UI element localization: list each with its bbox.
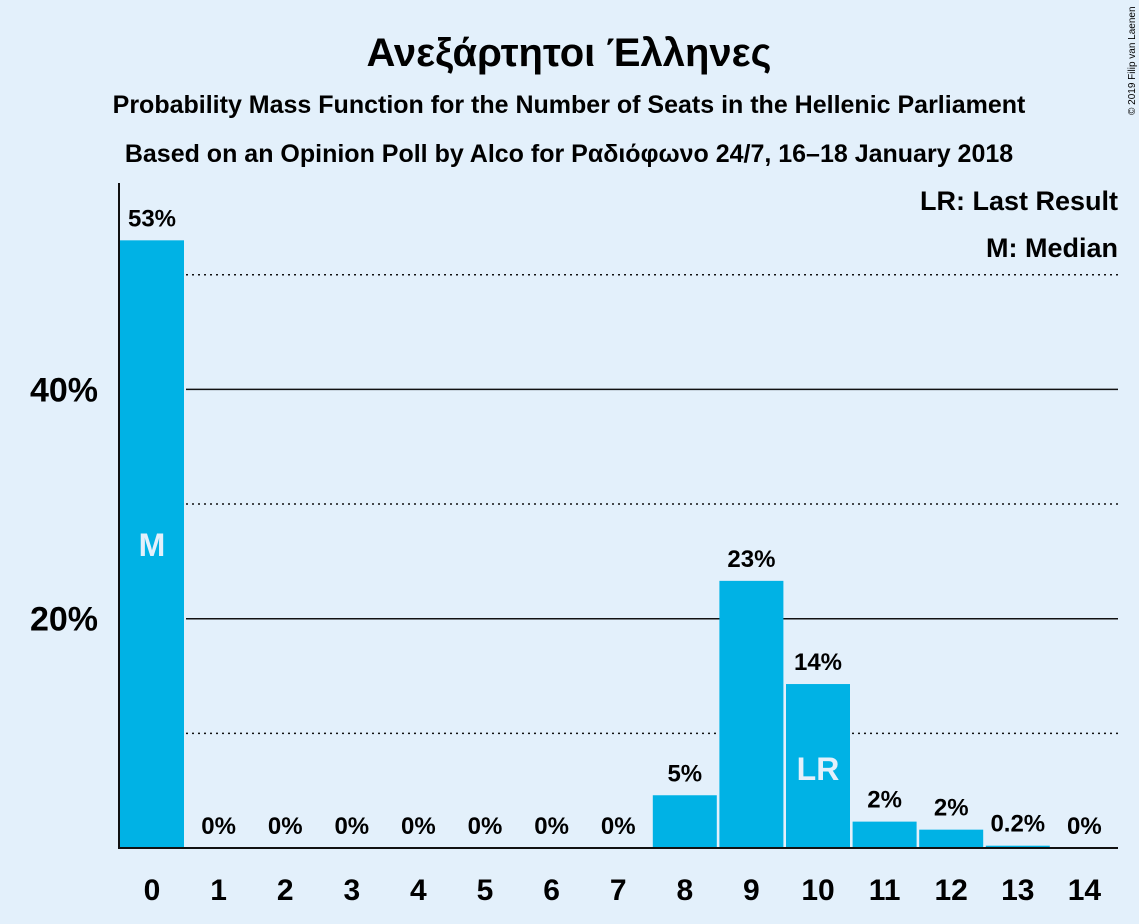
x-tick-label: 12 [935,874,968,907]
data-label: 0% [1067,813,1102,840]
data-label: 0.2% [990,811,1045,838]
x-tick-label: 3 [343,874,360,907]
y-tick-label: 40% [30,371,98,409]
data-label: 23% [727,546,775,573]
legend-last-result: LR: Last Result [920,186,1118,216]
x-tick-label: 13 [1001,874,1034,907]
data-label: 14% [794,649,842,676]
axes [118,183,1118,849]
legend-median: M: Median [986,233,1118,263]
bar [120,240,184,849]
chart-subtitle-1: Probability Mass Function for the Number… [113,91,1026,119]
bars [120,240,1050,849]
data-label: 0% [334,813,369,840]
bar [919,829,984,848]
x-tick-label: 9 [743,874,760,907]
x-tick-label: 7 [610,874,627,907]
bar [719,580,784,848]
data-label: 5% [667,760,702,787]
x-tick-label: 10 [801,874,834,907]
data-label: 0% [201,813,236,840]
x-tick-label: 5 [477,874,494,907]
y-tick-label: 20% [30,601,98,639]
bar [852,821,917,848]
data-labels: 53% 0 0% 1 0% 2 0% 3 0% 4 0% 5 0% 6 0% 7 5% 8 23% 9 14% 10 2% 1… [128,205,1102,907]
x-tick-label: 14 [1068,874,1102,907]
bar [652,795,717,848]
x-tick-label: 6 [543,874,560,907]
bar-marker-lr: LR [797,751,840,787]
bar-marker-m: M [139,527,166,563]
data-label: 0% [401,813,436,840]
data-label: 53% [128,205,176,232]
chart-subtitle-2: Based on an Opinion Poll by Alco for Ραδ… [125,140,1013,168]
data-label: 0% [534,813,569,840]
x-tick-label: 4 [410,874,427,907]
bar [786,684,850,848]
copyright: © 2019 Filip van Laenen [1127,6,1138,115]
data-label: 0% [601,813,636,840]
x-tick-label: 0 [144,874,161,907]
x-tick-label: 11 [869,874,901,907]
bar [985,845,1050,848]
data-label: 0% [268,813,303,840]
data-label: 2% [867,787,902,814]
data-label: 0% [468,813,503,840]
x-tick-label: 2 [277,874,294,907]
x-tick-label: 8 [676,874,693,907]
data-label: 2% [934,795,969,822]
chart-title: Ανεξάρτητοι Έλληνες [367,31,772,75]
x-tick-label: 1 [210,874,227,907]
gridlines: 20% 40% [30,273,1118,735]
